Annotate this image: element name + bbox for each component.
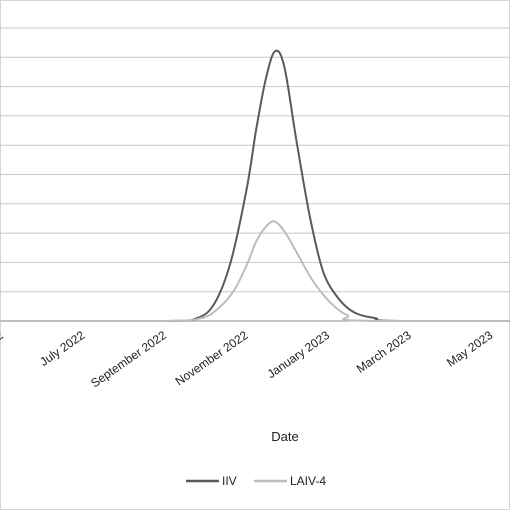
x-tick-label: January 2023 bbox=[265, 328, 333, 381]
legend-label: IIV bbox=[222, 474, 237, 488]
grid-lines bbox=[0, 27, 510, 293]
x-axis-title: Date bbox=[271, 429, 298, 444]
x-tick-label: July 2022 bbox=[37, 328, 87, 369]
x-tick-label: May 2023 bbox=[444, 328, 495, 370]
x-tick-label: November 2022 bbox=[173, 328, 251, 389]
series-line-iiv bbox=[0, 49, 510, 323]
series-lines bbox=[0, 49, 510, 323]
series-line-laiv-4 bbox=[0, 220, 510, 323]
legend-label: LAIV-4 bbox=[290, 474, 326, 488]
legend: IIV LAIV-4 bbox=[186, 474, 326, 488]
x-tick-label: March 2023 bbox=[354, 328, 414, 376]
x-tick-label: May 2022 bbox=[0, 328, 6, 370]
x-tick-label: September 2022 bbox=[88, 328, 169, 391]
